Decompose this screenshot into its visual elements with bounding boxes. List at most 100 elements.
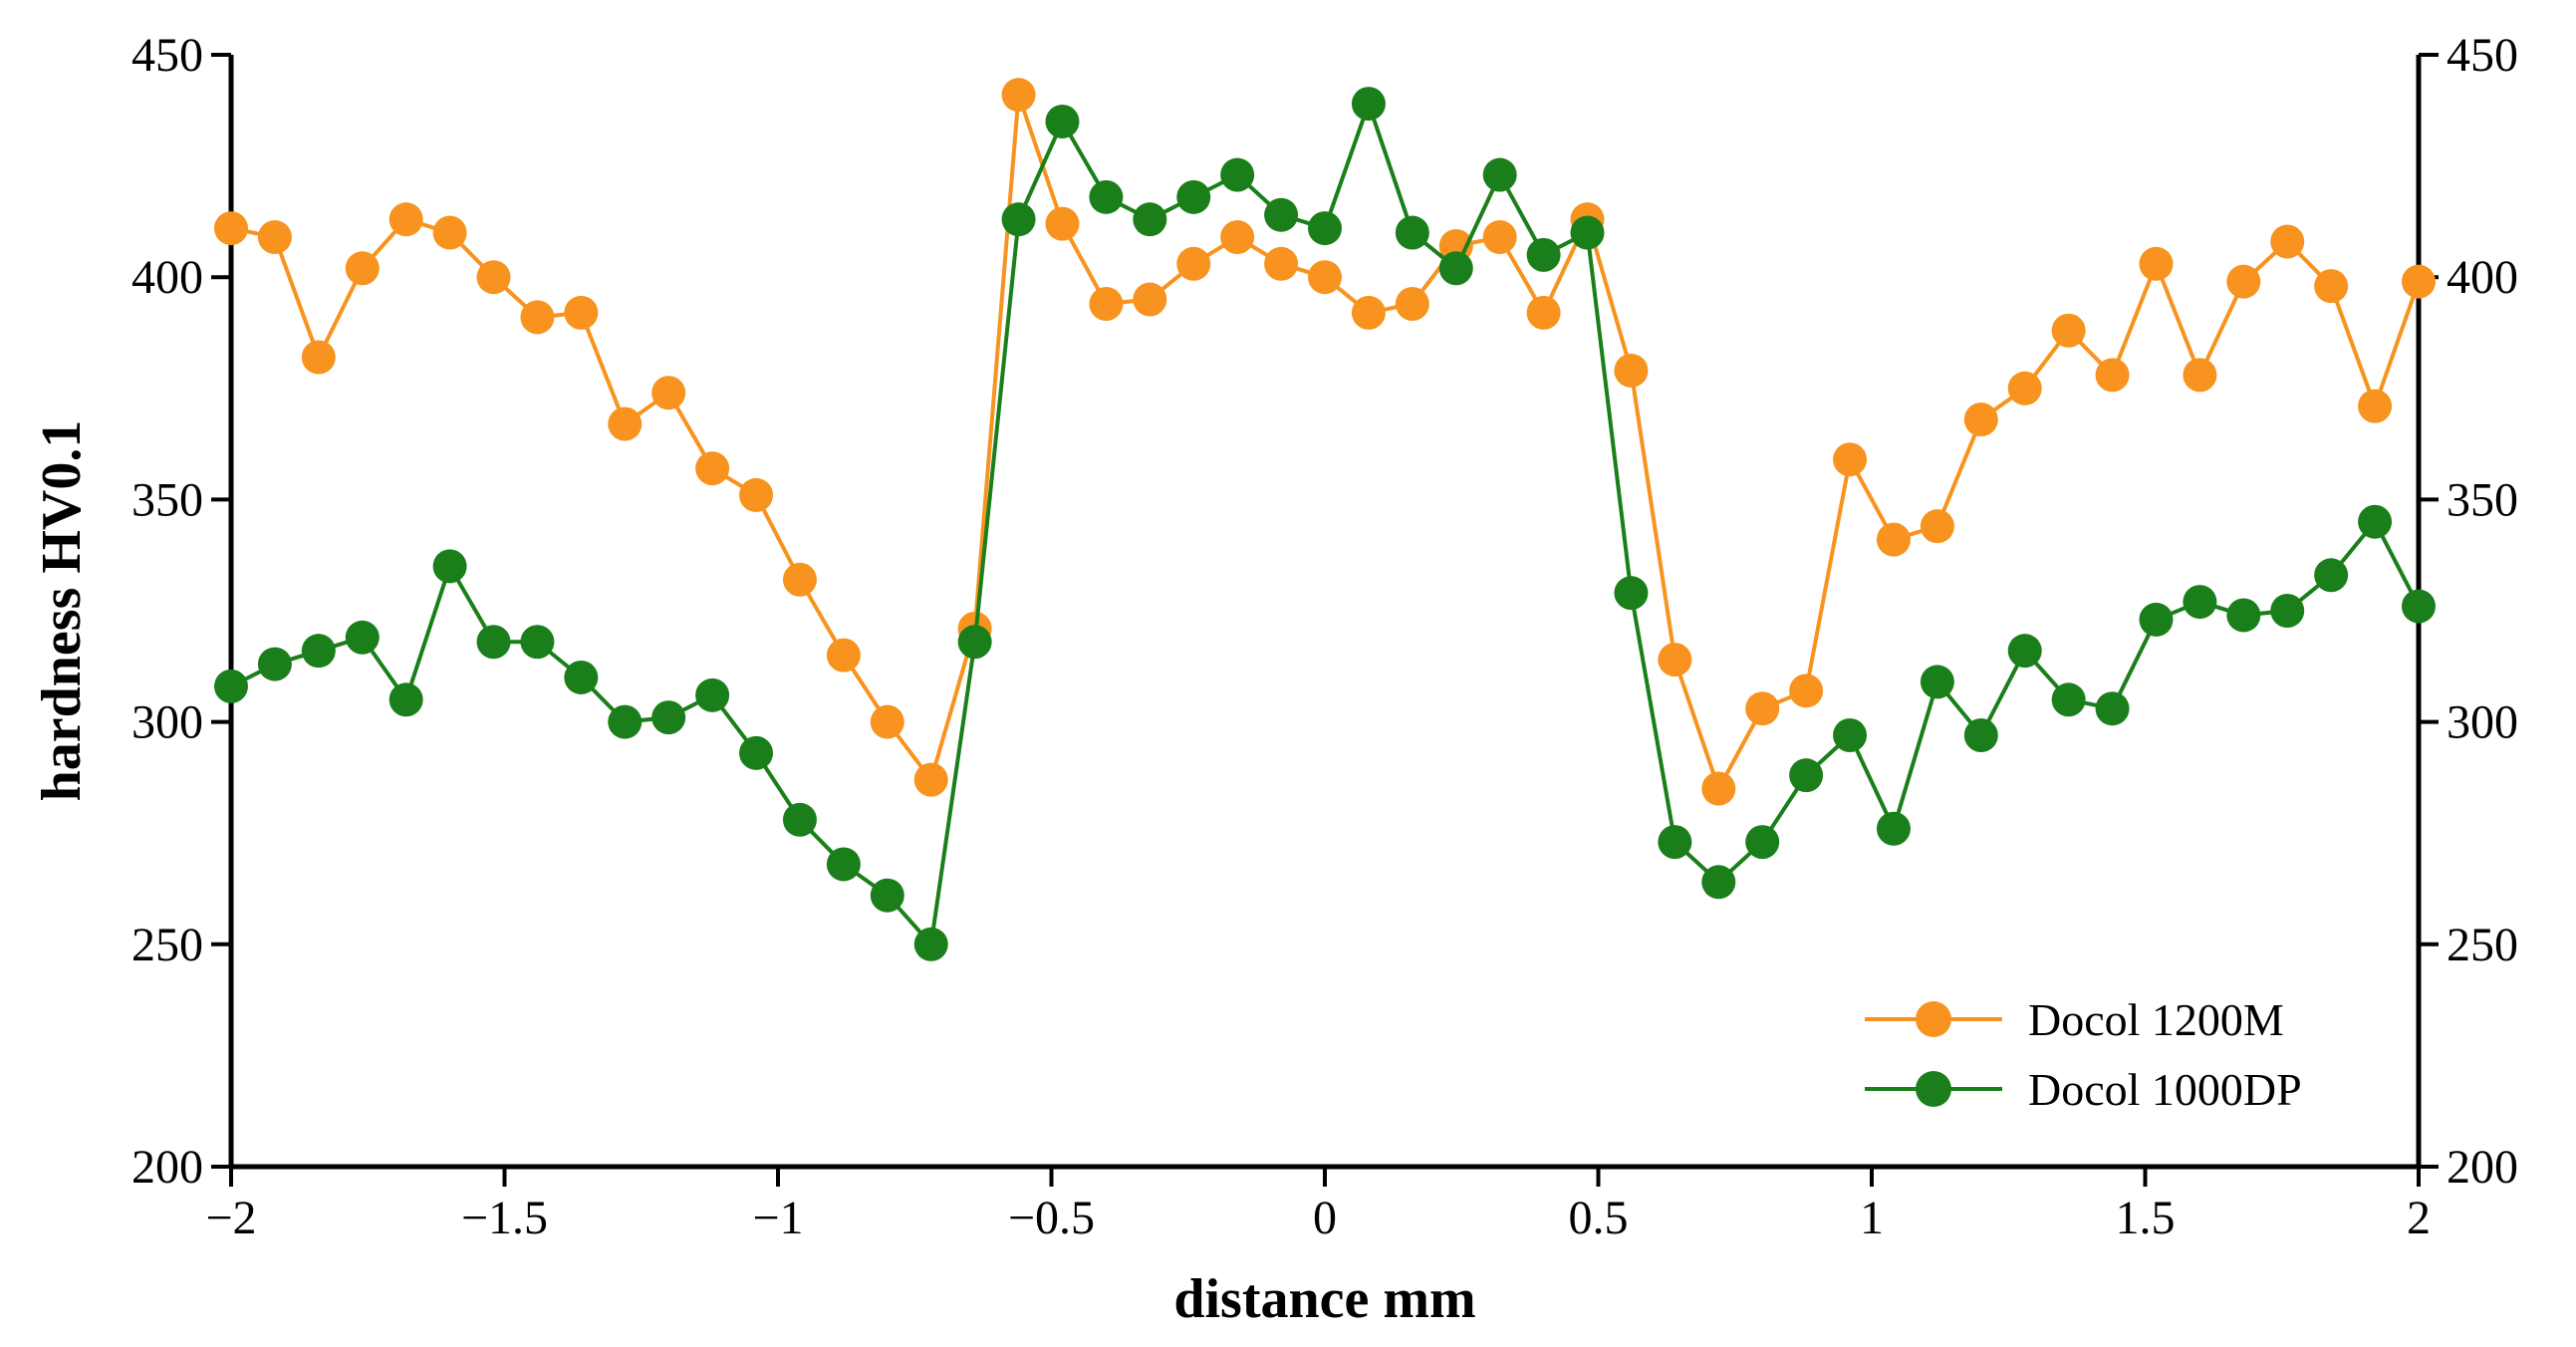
data-point bbox=[782, 802, 817, 837]
data-point bbox=[2095, 691, 2130, 726]
x-tick-label: 0.5 bbox=[1569, 1192, 1629, 1244]
legend: Docol 1200M Docol 1000DP bbox=[1865, 994, 2302, 1115]
x-tick-label: 1.5 bbox=[2116, 1192, 2176, 1244]
data-point bbox=[739, 477, 774, 512]
data-point bbox=[1701, 771, 1736, 806]
data-point bbox=[695, 451, 730, 486]
data-point bbox=[1351, 87, 1386, 122]
legend-entry: Docol 1200M bbox=[1865, 994, 2284, 1045]
y-tick-label-left: 200 bbox=[131, 1141, 203, 1194]
y-tick-label-right: 250 bbox=[2447, 919, 2518, 971]
y-tick-label-right: 350 bbox=[2447, 473, 2518, 526]
data-point bbox=[2007, 634, 2042, 669]
data-point bbox=[214, 669, 248, 703]
data-point bbox=[1395, 286, 1429, 321]
y-tick-label-left: 450 bbox=[131, 29, 203, 82]
y-tick-label-left: 400 bbox=[131, 251, 203, 304]
data-point bbox=[1876, 522, 1911, 557]
data-point bbox=[1133, 282, 1167, 317]
data-point bbox=[2402, 589, 2436, 624]
data-point bbox=[826, 638, 861, 673]
legend-marker bbox=[1916, 1071, 1951, 1107]
data-point bbox=[1264, 246, 1299, 281]
data-point bbox=[826, 847, 861, 882]
x-tick-label: 2 bbox=[2407, 1192, 2431, 1244]
data-point bbox=[1001, 202, 1036, 237]
data-point bbox=[651, 376, 686, 410]
data-point bbox=[432, 215, 467, 250]
data-point bbox=[345, 251, 380, 286]
data-point bbox=[1963, 403, 1998, 437]
series-1 bbox=[214, 87, 2436, 961]
legend-label: Docol 1000DP bbox=[2028, 1064, 2302, 1115]
data-point bbox=[2095, 358, 2130, 393]
data-point bbox=[1526, 237, 1561, 272]
data-point bbox=[2402, 264, 2436, 299]
series-layer bbox=[214, 78, 2436, 961]
data-point bbox=[301, 634, 336, 669]
data-point bbox=[1220, 220, 1255, 255]
y-tick-label-left: 300 bbox=[131, 696, 203, 749]
data-point bbox=[1482, 220, 1517, 255]
data-point bbox=[564, 295, 599, 330]
data-point bbox=[1614, 576, 1649, 611]
data-point bbox=[520, 625, 555, 660]
data-point bbox=[388, 682, 423, 717]
data-point bbox=[2270, 594, 2305, 628]
data-point bbox=[1876, 811, 1911, 846]
data-point bbox=[1045, 206, 1080, 241]
data-point bbox=[1789, 674, 1824, 708]
data-point bbox=[1658, 643, 1692, 677]
data-point bbox=[1745, 691, 1780, 726]
ticks: −2 −1.5 −1 −0.5 0 0.5 1 1.5 2 200 200 250 250 300 300 3… bbox=[131, 29, 2518, 1244]
data-point bbox=[1089, 179, 1124, 214]
y-axis-title: hardness HV0.1 bbox=[31, 420, 93, 802]
data-point bbox=[2007, 371, 2042, 405]
data-point bbox=[520, 300, 555, 335]
data-point bbox=[1133, 202, 1167, 237]
data-point bbox=[1963, 717, 1998, 752]
data-point bbox=[1833, 442, 1868, 477]
data-point bbox=[870, 878, 904, 913]
data-point bbox=[739, 735, 774, 770]
data-point bbox=[1570, 215, 1605, 250]
data-point bbox=[1526, 295, 1561, 330]
data-point bbox=[1176, 246, 1211, 281]
data-point bbox=[913, 927, 948, 961]
data-point bbox=[1351, 295, 1386, 330]
data-point bbox=[476, 625, 511, 660]
data-point bbox=[2226, 598, 2261, 633]
series-line bbox=[230, 93, 2421, 791]
y-tick-label-right: 200 bbox=[2447, 1141, 2518, 1194]
x-tick-label: −1.5 bbox=[461, 1192, 548, 1244]
data-point bbox=[2183, 585, 2217, 620]
data-point bbox=[1745, 825, 1780, 860]
data-point bbox=[2314, 269, 2349, 304]
data-point bbox=[1789, 758, 1824, 793]
data-point bbox=[957, 625, 992, 660]
data-point bbox=[1438, 251, 1473, 286]
data-point bbox=[1308, 260, 1342, 295]
x-tick-label: −2 bbox=[205, 1192, 256, 1244]
data-point bbox=[1089, 286, 1124, 321]
data-point bbox=[1176, 179, 1211, 214]
data-point bbox=[1482, 157, 1517, 192]
y-tick-label-right: 400 bbox=[2447, 251, 2518, 304]
data-point bbox=[388, 202, 423, 237]
data-point bbox=[476, 260, 511, 295]
y-tick-label-left: 250 bbox=[131, 919, 203, 971]
data-point bbox=[1833, 717, 1868, 752]
data-point bbox=[2358, 389, 2393, 423]
data-point bbox=[2139, 602, 2174, 637]
y-tick-label-right: 450 bbox=[2447, 29, 2518, 82]
data-point bbox=[2051, 682, 2086, 717]
legend-entry: Docol 1000DP bbox=[1865, 1064, 2302, 1115]
data-point bbox=[1045, 104, 1080, 138]
data-point bbox=[870, 704, 904, 739]
data-point bbox=[214, 211, 248, 246]
y-tick-label-right: 300 bbox=[2447, 696, 2518, 749]
data-point bbox=[2051, 313, 2086, 348]
data-point bbox=[2270, 224, 2305, 259]
data-point bbox=[257, 647, 292, 681]
